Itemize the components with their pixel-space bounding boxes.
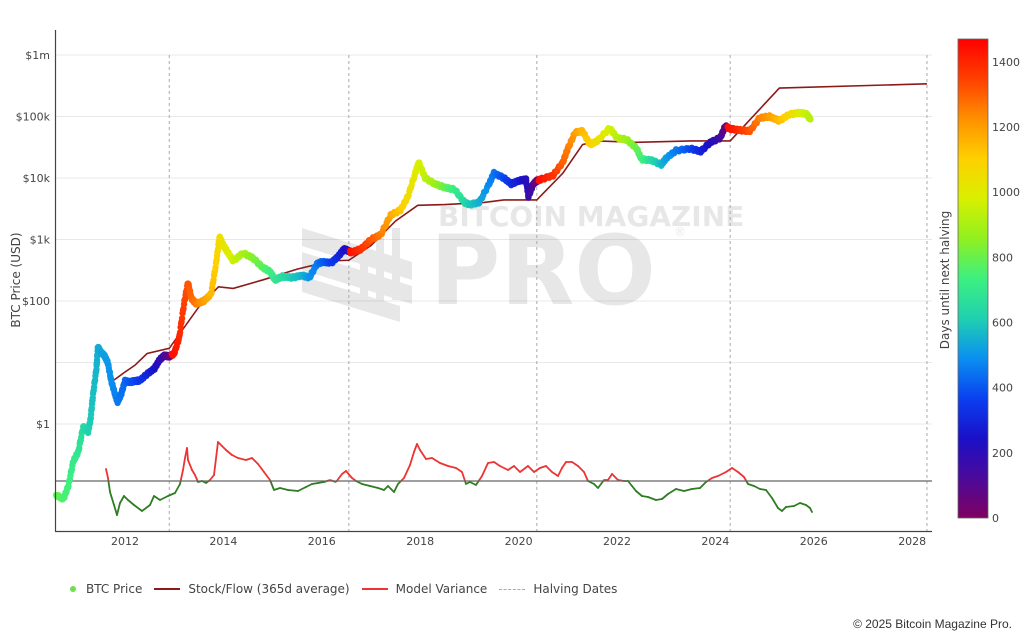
x-tick-label: 2016 bbox=[308, 535, 336, 548]
colorbar-ticks: 0 200 400 600 800 1000 1200 1400 bbox=[992, 56, 1020, 525]
x-tick-label: 2014 bbox=[209, 535, 237, 548]
legend-item-btc-price[interactable]: BTC Price bbox=[68, 582, 142, 596]
x-tick-label: 2022 bbox=[603, 535, 631, 548]
colorbar-tick-label: 200 bbox=[992, 447, 1013, 460]
dark-red-line-icon bbox=[154, 588, 181, 590]
watermark-logo-icon bbox=[302, 228, 412, 322]
legend-label: Halving Dates bbox=[533, 582, 618, 596]
btc-price-series bbox=[52, 108, 814, 503]
x-tick-label: 2020 bbox=[505, 535, 533, 548]
legend-label: Stock/Flow (365d average) bbox=[188, 582, 350, 596]
colorbar: 0 200 400 600 800 1000 1200 1400 Days until nex… bbox=[938, 38, 1020, 525]
y-axis-title: BTC Price (USD) bbox=[9, 232, 23, 327]
colorbar-tick-label: 400 bbox=[992, 382, 1013, 395]
colorbar-tick-label: 1000 bbox=[992, 186, 1020, 199]
colorbar-tick-label: 600 bbox=[992, 316, 1013, 329]
legend: BTC Price Stock/Flow (365d average) Mode… bbox=[68, 582, 629, 596]
watermark-top: BITCOIN MAGAZINE bbox=[438, 200, 744, 233]
y-axis-ticks: $1m $100k $10k $1k $100 $1 bbox=[16, 49, 51, 431]
y-tick-label: $100 bbox=[22, 295, 50, 308]
y-tick-label: $100k bbox=[16, 111, 51, 124]
x-axis-ticks: 2012 2014 2016 2018 2020 2022 2024 2026 2028 bbox=[111, 535, 926, 548]
x-tick-label: 2028 bbox=[898, 535, 926, 548]
halving-lines bbox=[168, 55, 928, 531]
red-line-icon bbox=[361, 588, 388, 590]
legend-label: Model Variance bbox=[395, 582, 488, 596]
colorbar-gradient bbox=[957, 38, 989, 519]
y-tick-label: $1k bbox=[30, 234, 51, 247]
colorbar-tick-label: 800 bbox=[992, 251, 1013, 264]
y-tick-label: $1 bbox=[36, 418, 50, 431]
y-tick-label: $1m bbox=[25, 49, 50, 62]
watermark: BITCOIN MAGAZINE PRO ® bbox=[302, 200, 744, 327]
model-variance-series bbox=[105, 441, 813, 516]
colorbar-tick-label: 0 bbox=[992, 512, 999, 525]
green-dot-icon bbox=[70, 586, 76, 592]
colorbar-tick-label: 1200 bbox=[992, 121, 1020, 134]
colorbar-tick-label: 1400 bbox=[992, 56, 1020, 69]
legend-item-halving-dates[interactable]: Halving Dates bbox=[499, 582, 617, 596]
y-tick-label: $10k bbox=[23, 172, 51, 185]
copyright-footer: © 2025 Bitcoin Magazine Pro. bbox=[853, 617, 1012, 631]
legend-item-stock-flow[interactable]: Stock/Flow (365d average) bbox=[154, 582, 350, 596]
dashed-line-icon bbox=[499, 588, 526, 590]
axes bbox=[54, 30, 932, 533]
x-tick-label: 2018 bbox=[406, 535, 434, 548]
x-tick-label: 2024 bbox=[701, 535, 729, 548]
x-tick-label: 2026 bbox=[800, 535, 828, 548]
legend-item-model-variance[interactable]: Model Variance bbox=[361, 582, 488, 596]
legend-label: BTC Price bbox=[86, 582, 143, 596]
watermark-main: PRO bbox=[430, 215, 656, 327]
x-tick-label: 2012 bbox=[111, 535, 139, 548]
colorbar-title: Days until next halving bbox=[938, 211, 952, 350]
watermark-registered: ® bbox=[674, 225, 686, 239]
